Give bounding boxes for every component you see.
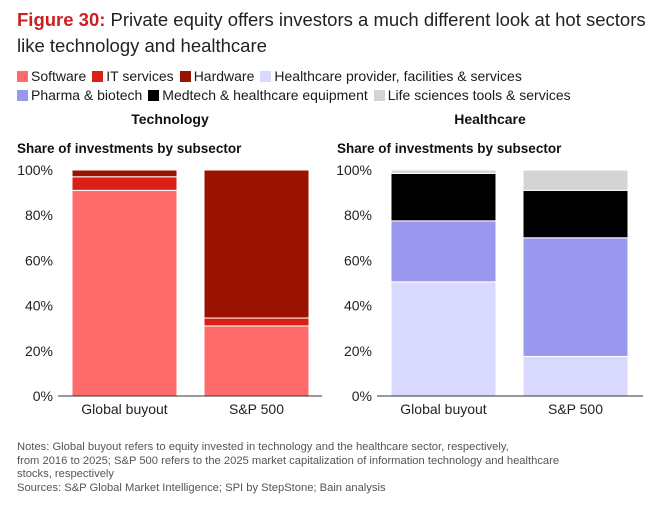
healthcare-y-tick-label: 80% — [344, 207, 372, 223]
technology-chart-title: Technology — [131, 111, 209, 127]
healthcare-y-tick-label: 40% — [344, 298, 372, 314]
healthcare-bar-segment-1-2 — [522, 189, 629, 239]
healthcare-y-tick-label: 100% — [336, 162, 372, 178]
legend-label-pharma: Pharma & biotech — [31, 87, 143, 103]
healthcare-x-tick-label: S&P 500 — [548, 401, 603, 417]
healthcare-bar-segment-0-1 — [390, 220, 497, 283]
technology-y-tick-label: 40% — [25, 298, 53, 314]
technology-y-tick-label: 60% — [25, 252, 53, 268]
legend-label-hardware: Hardware — [193, 68, 255, 84]
legend-label-it-services: IT services — [106, 68, 174, 84]
technology-x-tick-label: S&P 500 — [229, 401, 284, 417]
technology-bar-segment-1-1 — [203, 317, 310, 327]
legend-swatch-it-services — [92, 70, 104, 82]
figure-title-text: Private equity offers investors a much d… — [17, 9, 646, 56]
legend-item-life-sciences: Life sciences tools & services — [373, 86, 571, 104]
healthcare-bar-segment-0-2 — [390, 172, 497, 222]
legend-label-life-sciences: Life sciences tools & services — [387, 87, 571, 103]
notes: Notes: Global buyout refers to equity in… — [17, 441, 647, 495]
figure-title: Figure 30: Private equity offers investo… — [17, 7, 647, 59]
legend-label-software: Software — [31, 68, 87, 84]
legend-item-medtech: Medtech & healthcare equipment — [148, 86, 368, 104]
technology-x-tick-label: Global buyout — [81, 401, 168, 417]
healthcare-bar-segment-1-0 — [522, 355, 629, 397]
legend-swatch-hardware — [179, 70, 191, 82]
notes-line-3: stocks, respectively — [17, 468, 114, 480]
legend-item-pharma: Pharma & biotech — [17, 86, 142, 104]
legend-item-healthcare-provider: Healthcare provider, facilities & servic… — [260, 67, 522, 85]
technology-y-tick-label: 100% — [17, 162, 53, 178]
healthcare-x-tick-label: Global buyout — [400, 401, 487, 417]
legend-swatch-medtech — [148, 89, 160, 101]
technology-chart-subtitle: Share of investments by subsector — [17, 141, 242, 156]
healthcare-y-tick-label: 60% — [344, 252, 372, 268]
healthcare-bar-segment-0-0 — [390, 281, 497, 397]
notes-line-2: from 2016 to 2025; S&P 500 refers to the… — [17, 454, 560, 467]
legend-row-2: Pharma & biotech Medtech & healthcare eq… — [17, 86, 647, 104]
healthcare-bar-segment-1-1 — [522, 237, 629, 357]
technology-bar-segment-0-1 — [71, 176, 178, 191]
figure-label: Figure 30: — [17, 9, 106, 30]
legend-row-1: Software IT services Hardware Healthcare… — [17, 67, 647, 85]
legend-label-medtech: Medtech & healthcare equipment — [162, 87, 368, 103]
technology-y-tick-label: 80% — [25, 207, 53, 223]
legend-item-hardware: Hardware — [179, 67, 255, 85]
legend: Software IT services Hardware Healthcare… — [17, 67, 647, 105]
healthcare-chart-subtitle: Share of investments by subsector — [337, 141, 562, 156]
sources-line: Sources: S&P Global Market Intelligence;… — [17, 481, 386, 494]
legend-label-healthcare-provider: Healthcare provider, facilities & servic… — [274, 68, 522, 84]
legend-item-it-services: IT services — [92, 67, 174, 85]
healthcare-y-tick-label: 20% — [344, 343, 372, 359]
technology-bar-segment-1-0 — [203, 325, 310, 397]
healthcare-y-tick-label: 0% — [352, 388, 372, 404]
legend-item-software: Software — [17, 67, 86, 85]
technology-bar-segment-0-2 — [71, 169, 178, 178]
healthcare-chart-title: Healthcare — [454, 111, 526, 127]
technology-y-tick-label: 0% — [33, 388, 53, 404]
legend-swatch-pharma — [17, 89, 28, 101]
legend-swatch-healthcare-provider — [260, 70, 272, 82]
healthcare-bar-segment-1-3 — [522, 169, 629, 191]
technology-bar-segment-1-2 — [203, 169, 310, 319]
legend-swatch-software — [17, 70, 28, 82]
technology-y-tick-label: 20% — [25, 343, 53, 359]
notes-line-1: Notes: Global buyout refers to equity in… — [17, 441, 509, 453]
healthcare-bar-segment-0-3 — [390, 169, 497, 174]
legend-swatch-life-sciences — [373, 89, 385, 101]
technology-bar-segment-0-0 — [71, 189, 178, 397]
